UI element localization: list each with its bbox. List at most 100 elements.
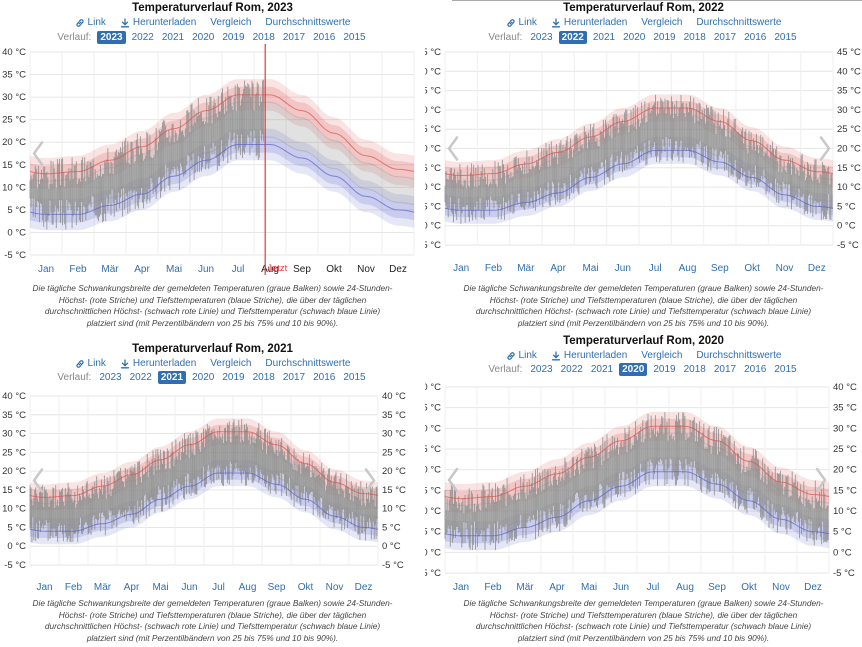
year-option-2019[interactable]: 2019 — [222, 372, 245, 383]
month-label: Jan — [36, 582, 52, 593]
month-label: Jul — [647, 582, 660, 593]
year-option-2017[interactable]: 2017 — [713, 364, 737, 375]
link-icon — [75, 359, 85, 369]
link-button[interactable]: Link — [75, 17, 106, 28]
year-option-2018[interactable]: 2018 — [252, 372, 275, 383]
averages-button[interactable]: Durchschnittswerte — [265, 358, 351, 369]
year-option-2020[interactable]: 2020 — [619, 363, 648, 376]
y-tick-label: 25 °C — [833, 444, 857, 455]
caption-line: Höchst- (rote Striche) und Tiefsttempera… — [489, 294, 798, 305]
compare-button[interactable]: Vergleich — [641, 17, 683, 28]
month-label: Mai — [152, 582, 168, 593]
low-band-10-90 — [30, 128, 414, 231]
averages-button[interactable]: Durchschnittswerte — [696, 350, 782, 361]
year-option-2021[interactable]: 2021 — [590, 364, 614, 375]
y-tick-label: -5 °C — [4, 250, 26, 261]
month-label: Dez — [355, 582, 373, 593]
year-option-2015[interactable]: 2015 — [343, 372, 366, 383]
y-tick-label: 25 °C — [382, 447, 406, 458]
year-option-2022[interactable]: 2022 — [131, 32, 154, 43]
compare-button[interactable]: Vergleich — [210, 17, 252, 28]
year-option-2023[interactable]: 2023 — [97, 31, 126, 44]
y-tick-label: 35 °C — [833, 403, 857, 414]
y-tick-label: 10 °C — [833, 506, 857, 517]
y-tick-label: 0 °C — [425, 221, 441, 232]
link-button[interactable]: Link — [75, 358, 106, 369]
year-option-2021[interactable]: 2021 — [161, 32, 185, 43]
year-option-2023[interactable]: 2023 — [530, 32, 553, 43]
year-option-2023[interactable]: 2023 — [530, 364, 553, 375]
year-option-2017[interactable]: 2017 — [282, 372, 306, 383]
caption-line: Höchst- (rote Striche) und Tiefsttempera… — [58, 294, 367, 305]
year-option-2018[interactable]: 2018 — [683, 32, 706, 43]
download-button[interactable]: Herunterladen — [551, 350, 627, 361]
now-label: Jetzt — [267, 263, 287, 274]
year-option-2016[interactable]: 2016 — [744, 32, 767, 43]
month-label: Sep — [268, 582, 286, 593]
year-option-2018[interactable]: 2018 — [252, 32, 275, 43]
month-label: Feb — [485, 263, 503, 274]
month-label: Aug — [676, 582, 694, 593]
chevron-right-icon — [364, 468, 376, 493]
year-option-2017[interactable]: 2017 — [282, 32, 306, 43]
year-option-2016[interactable]: 2016 — [744, 364, 767, 375]
link-button[interactable]: Link — [506, 17, 537, 28]
year-option-2023[interactable]: 2023 — [99, 372, 122, 383]
y-tick-label: 10 °C — [837, 182, 861, 193]
month-label: Jan — [38, 264, 54, 275]
y-tick-label: 0 °C — [833, 547, 852, 558]
year-option-2022[interactable]: 2022 — [129, 372, 152, 383]
chart-title: Temperaturverlauf Rom, 2022 — [563, 2, 724, 14]
year-option-2016[interactable]: 2016 — [313, 32, 336, 43]
compare-button[interactable]: Vergleich — [641, 350, 683, 361]
year-option-2015[interactable]: 2015 — [343, 32, 366, 43]
year-option-2015[interactable]: 2015 — [774, 32, 797, 43]
temperature-chart: -5 °C 0 °C 5 °C 10 °C 15 °C 20 °C 25 °C 30 °C 35… — [2, 44, 415, 275]
download-button[interactable]: Herunterladen — [551, 17, 627, 28]
year-option-2015[interactable]: 2015 — [774, 364, 797, 375]
caption-line: Höchst- (rote Striche) und Tiefsttempera… — [489, 609, 798, 620]
month-label: Feb — [484, 582, 502, 593]
y-tick-label: 30 °C — [837, 105, 861, 116]
chart-panel-2020: Temperaturverlauf Rom, 2020 Link Herunte… — [425, 332, 862, 647]
compare-button[interactable]: Vergleich — [210, 358, 252, 369]
chart-toolbar: Link Herunterladen Vergleich Durchschnit… — [0, 358, 425, 369]
year-option-2022[interactable]: 2022 — [560, 364, 583, 375]
year-option-2022[interactable]: 2022 — [558, 31, 587, 44]
y-tick-label: 25 °C — [837, 124, 861, 135]
year-option-2016[interactable]: 2016 — [313, 372, 336, 383]
download-button[interactable]: Herunterladen — [120, 17, 196, 28]
month-label: Mai — [581, 582, 597, 593]
y-tick-label: 15 °C — [833, 485, 857, 496]
download-button[interactable]: Herunterladen — [120, 358, 196, 369]
chevron-right-icon — [819, 136, 831, 161]
year-option-2019[interactable]: 2019 — [653, 32, 676, 43]
year-option-2019[interactable]: 2019 — [653, 364, 676, 375]
caption-line: Höchst- (rote Striche) und Tiefsttempera… — [58, 609, 367, 620]
month-label: Jun — [181, 582, 197, 593]
year-option-2020[interactable]: 2020 — [192, 372, 215, 383]
y-tick-label: 20 °C — [2, 137, 26, 148]
y-tick-label: 5 °C — [425, 201, 441, 212]
avg-low-line — [29, 472, 379, 532]
averages-button[interactable]: Durchschnittswerte — [696, 17, 782, 28]
download-icon — [120, 17, 130, 28]
link-button[interactable]: Link — [506, 350, 537, 361]
chart-caption: Die tägliche Schwankungsbreite der gemel… — [4, 283, 421, 329]
year-option-2019[interactable]: 2019 — [222, 32, 245, 43]
caption-line: durchschnittlichen Höchst- (schwach rote… — [44, 306, 381, 316]
caption-line: durchschnittlichen Höchst- (schwach rote… — [475, 621, 812, 631]
averages-button[interactable]: Durchschnittswerte — [265, 17, 351, 28]
year-option-2021[interactable]: 2021 — [592, 32, 616, 43]
year-option-2017[interactable]: 2017 — [713, 32, 737, 43]
year-option-2021[interactable]: 2021 — [157, 371, 187, 384]
year-option-2018[interactable]: 2018 — [683, 364, 706, 375]
caption-line: platziert sind (mit Perzentilbändern von… — [86, 317, 339, 328]
y-tick-label: 40 °C — [837, 66, 861, 77]
y-tick-label: 10 °C — [425, 182, 441, 193]
year-option-2020[interactable]: 2020 — [192, 32, 215, 43]
y-tick-label: 25 °C — [425, 444, 441, 455]
year-option-2020[interactable]: 2020 — [623, 32, 646, 43]
chevron-left-icon — [447, 136, 459, 161]
month-label: Jun — [198, 264, 214, 275]
